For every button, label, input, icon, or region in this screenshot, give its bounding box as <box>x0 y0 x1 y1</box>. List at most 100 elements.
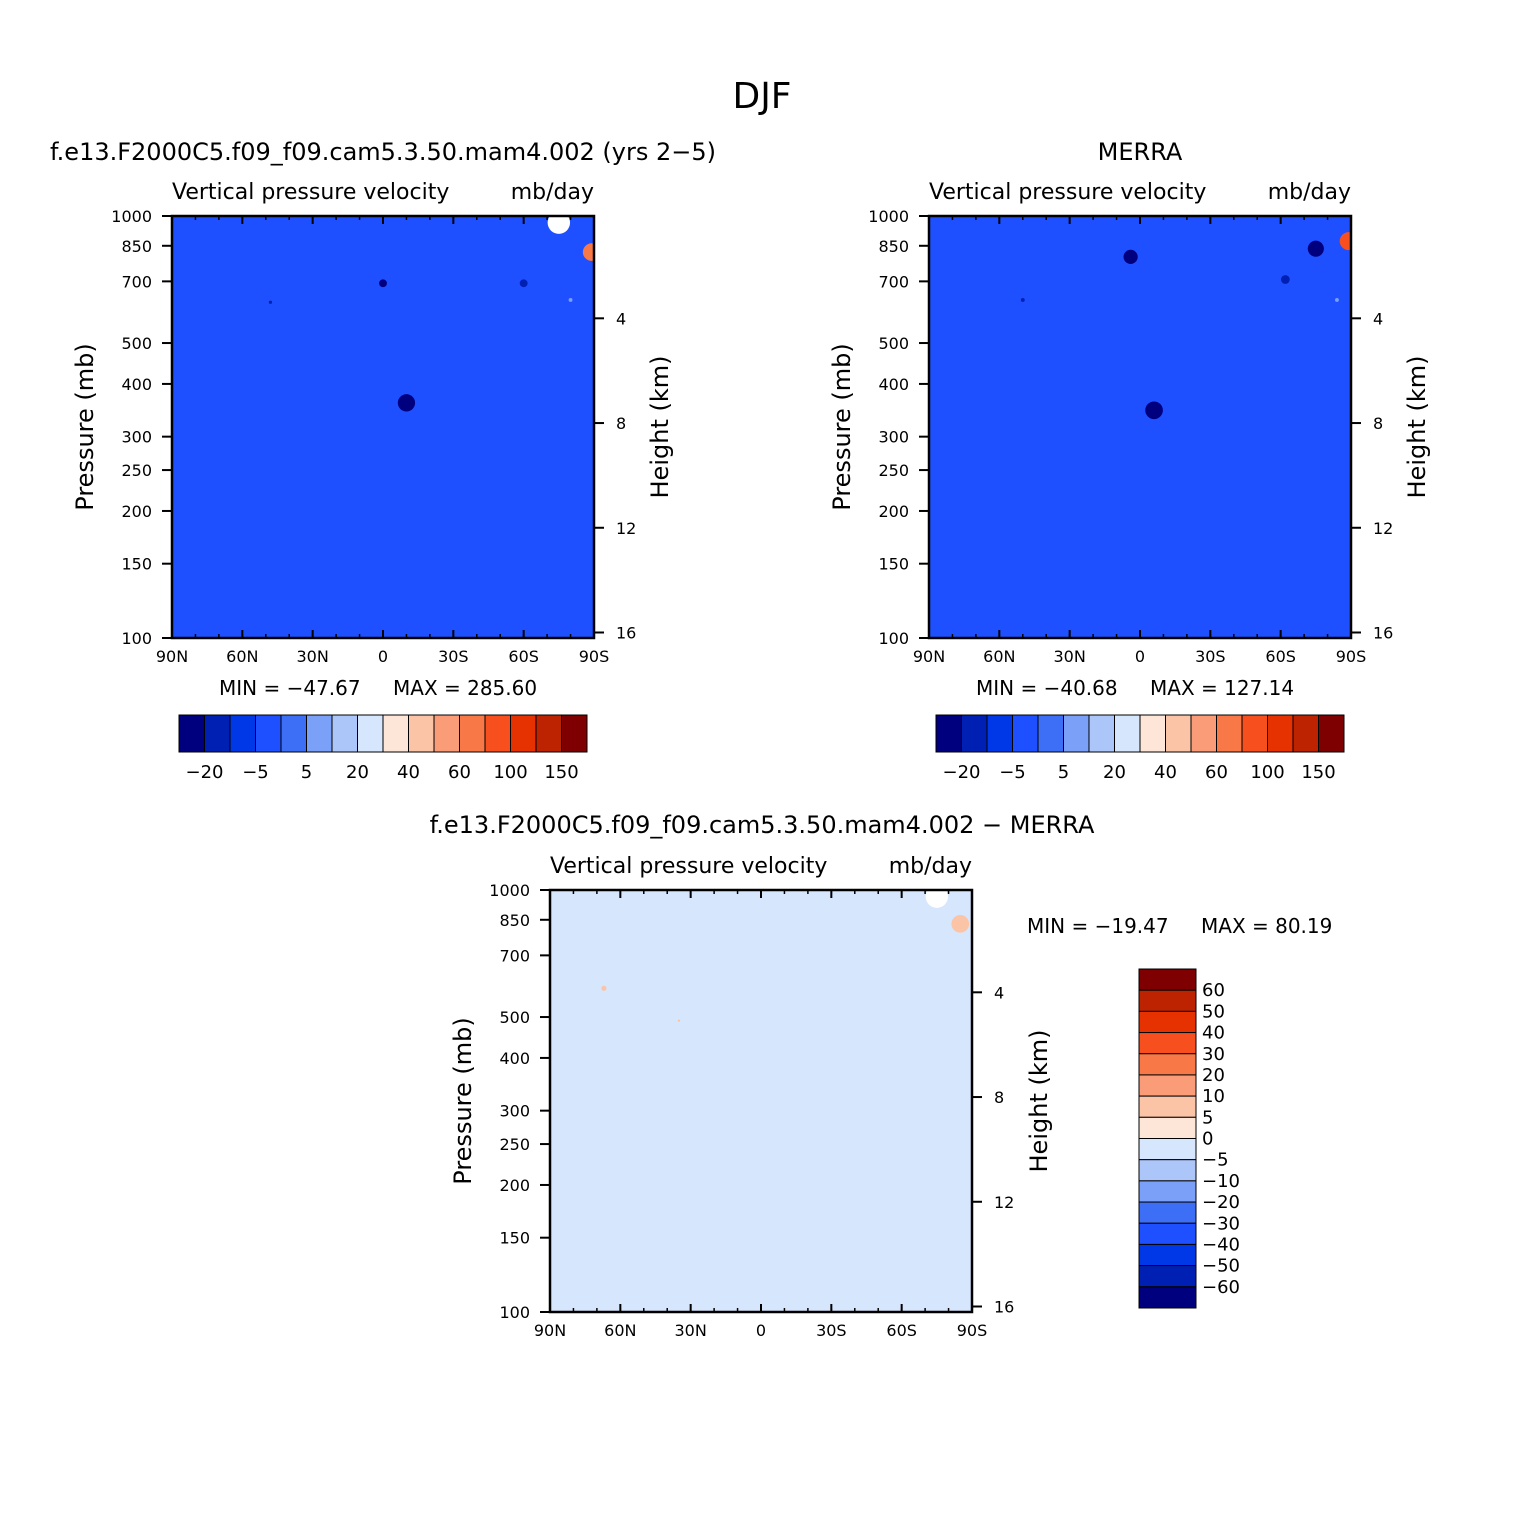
height-tick-label: 16 <box>616 623 636 642</box>
axes: 90N 60N 30N 0 30S 60S 90S 100 150 200 250 300 400 500… <box>489 881 1014 1340</box>
colorbar-label: −50 <box>1202 1256 1240 1277</box>
plot-title-left: Vertical pressure velocity <box>172 180 449 205</box>
colorbar-label: 40 <box>1154 762 1177 783</box>
y-tick-label: 100 <box>878 629 909 648</box>
x-tick-label: 90S <box>1336 647 1367 666</box>
height-tick-label: 4 <box>994 983 1004 1002</box>
y-tick-label: 400 <box>878 375 909 394</box>
colorbar-swatch <box>1138 1074 1197 1097</box>
y-tick-label: 1000 <box>868 207 909 226</box>
height-tick-label: 12 <box>1373 519 1393 538</box>
y-tick-label: 200 <box>121 502 152 521</box>
colorbar-swatch <box>178 714 205 753</box>
y-tick-label: 200 <box>878 502 909 521</box>
contour-base <box>172 216 594 638</box>
colorbar-label: 20 <box>1202 1065 1225 1086</box>
colorbar-swatch <box>1318 714 1345 753</box>
axes: 90N 60N 30N 0 30S 60S 90S 100 150 200 250 300 400 500… <box>111 207 636 666</box>
contour-feature <box>268 300 273 304</box>
contour-base <box>929 216 1351 638</box>
colorbar-label: −20 <box>1202 1192 1240 1213</box>
colorbar-swatch <box>986 714 1013 753</box>
y-tick-label: 300 <box>121 428 152 447</box>
colorbar-swatch <box>1267 714 1294 753</box>
colorbar-swatch <box>1138 968 1197 991</box>
colorbar-swatch <box>1138 1138 1197 1161</box>
x-tick-label: 0 <box>378 647 388 666</box>
x-tick-label: 30N <box>297 647 329 666</box>
x-tick-label: 60N <box>983 647 1015 666</box>
colorbar-swatch <box>1138 1116 1197 1139</box>
colorbar-swatch <box>1190 714 1217 753</box>
y-tick-label: 850 <box>878 237 909 256</box>
contour-field <box>172 216 594 638</box>
colorbar: −20 −5 5 20 40 60 100 150 <box>178 714 588 783</box>
contour-feature <box>1280 275 1290 284</box>
contour-field <box>550 890 972 1312</box>
colorbar-swatch <box>1241 714 1268 753</box>
contour-feature <box>547 216 571 234</box>
colorbar-swatch <box>1138 1010 1197 1034</box>
y-tick-label: 1000 <box>489 881 530 900</box>
colorbar-label: 10 <box>1202 1086 1225 1107</box>
colorbar-label: 100 <box>493 762 527 783</box>
colorbar-swatch <box>535 714 562 753</box>
colorbar-label: 0 <box>1202 1129 1213 1150</box>
colorbar-swatch <box>306 714 333 753</box>
contour-feature <box>519 279 528 288</box>
max-label: MAX = 127.14 <box>1150 676 1294 700</box>
colorbar-label: 5 <box>1202 1107 1213 1128</box>
x-tick-label: 30S <box>438 647 469 666</box>
min-label: MIN = −47.67 <box>219 676 361 700</box>
colorbar-label: 150 <box>1301 762 1335 783</box>
colorbar-swatch <box>408 714 435 753</box>
x-tick-label: 60S <box>1265 647 1296 666</box>
colorbar-swatch <box>561 714 588 753</box>
y-tick-label: 400 <box>499 1049 530 1068</box>
x-tick-label: 0 <box>1135 647 1145 666</box>
colorbar-swatch <box>1139 714 1166 753</box>
y-axis-label: Pressure (mb) <box>71 343 99 510</box>
colorbar-label: −5 <box>242 762 269 783</box>
x-tick-label: 60N <box>226 647 258 666</box>
height-tick-label: 8 <box>616 414 626 433</box>
colorbar-swatch <box>1114 714 1141 753</box>
colorbar-label: −20 <box>943 762 981 783</box>
height-tick-label: 8 <box>994 1088 1004 1107</box>
height-tick-label: 8 <box>1373 414 1383 433</box>
contour-feature <box>379 279 387 288</box>
plot-title-right: mb/day <box>511 180 594 205</box>
y-tick-label: 700 <box>499 946 530 965</box>
axes: 90N 60N 30N 0 30S 60S 90S 100 150 200 250 300 400 500… <box>868 207 1393 666</box>
x-tick-label: 90N <box>534 1321 566 1340</box>
x-tick-label: 30N <box>1054 647 1086 666</box>
colorbar-label: 40 <box>1202 1023 1225 1044</box>
plot-title-left: Vertical pressure velocity <box>929 180 1206 205</box>
colorbar-swatch <box>280 714 307 753</box>
panel-title: f.e13.F2000C5.f09_f09.cam5.3.50.mam4.002… <box>50 138 716 166</box>
colorbar-label: 60 <box>1205 762 1228 783</box>
x-tick-label: 60S <box>508 647 539 666</box>
height-tick-label: 4 <box>1373 309 1383 328</box>
colorbar-label: −40 <box>1202 1234 1240 1255</box>
panel-title: MERRA <box>1098 138 1183 166</box>
colorbar-label: −5 <box>1202 1150 1229 1171</box>
contour-feature <box>1339 232 1351 251</box>
colorbar-label: −5 <box>999 762 1026 783</box>
colorbar-swatch <box>1292 714 1319 753</box>
colorbar-label: 5 <box>1058 762 1069 783</box>
panel-difference: f.e13.F2000C5.f09_f09.cam5.3.50.mam4.002… <box>430 811 1333 1340</box>
colorbar-swatch <box>961 714 988 753</box>
x-tick-label: 60S <box>886 1321 917 1340</box>
panel-model: f.e13.F2000C5.f09_f09.cam5.3.50.mam4.002… <box>50 138 716 783</box>
colorbar-swatch <box>1138 1053 1197 1076</box>
x-tick-label: 90N <box>913 647 945 666</box>
plot-title-right: mb/day <box>1268 180 1351 205</box>
y-tick-label: 150 <box>499 1229 530 1248</box>
colorbar-swatch <box>1138 1243 1197 1267</box>
colorbar-label: 100 <box>1250 762 1284 783</box>
contour-feature <box>397 394 416 412</box>
colorbar-swatch <box>1037 714 1064 753</box>
y-tick-label: 250 <box>121 461 152 480</box>
